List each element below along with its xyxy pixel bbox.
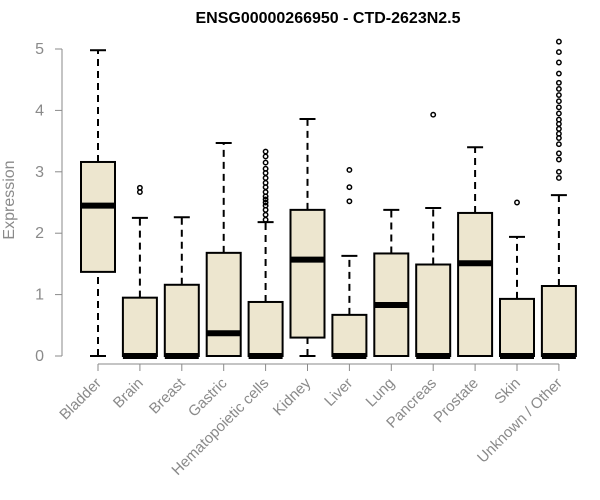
- box-rect: [499, 297, 535, 358]
- outlier-point: [555, 125, 562, 132]
- outlier-point: [555, 156, 562, 163]
- outlier-point: [262, 202, 269, 209]
- y-tick-label: 0: [35, 348, 44, 365]
- outlier-point: [262, 199, 269, 206]
- box-11: [540, 38, 577, 359]
- x-tick-label: Lung: [363, 375, 399, 411]
- outlier-point: [262, 159, 269, 166]
- box-rect: [289, 208, 326, 339]
- x-tick-label: Bladder: [56, 375, 105, 424]
- outlier-point: [555, 141, 562, 148]
- outlier-point: [555, 79, 562, 86]
- box-1: [121, 184, 158, 359]
- box-rect: [121, 296, 158, 358]
- box-8: [415, 111, 452, 359]
- outlier-point: [262, 174, 269, 181]
- box-rect: [205, 251, 242, 358]
- y-axis-label: Expression: [1, 160, 18, 239]
- outlier-point: [555, 38, 562, 45]
- outlier-point: [346, 167, 353, 173]
- box-6: [331, 167, 368, 359]
- outlier-point: [555, 70, 562, 77]
- outlier-point: [514, 199, 520, 206]
- outlier-point: [555, 59, 562, 66]
- x-tick-label: Kidney: [270, 374, 315, 419]
- box-5: [289, 117, 326, 357]
- outlier-point: [262, 153, 269, 160]
- outlier-point: [555, 49, 562, 56]
- outlier-point: [555, 116, 562, 123]
- x-tick-label: Liver: [321, 375, 356, 410]
- y-axis: 0 1 2 3 4 5: [35, 41, 63, 365]
- y-tick-label: 5: [35, 41, 44, 58]
- outlier-point: [430, 111, 437, 118]
- box-rect: [415, 263, 452, 358]
- outlier-point: [555, 110, 562, 117]
- outlier-point: [555, 85, 562, 92]
- box-2: [163, 216, 200, 359]
- box-7: [373, 208, 410, 358]
- box-rect: [331, 313, 368, 357]
- y-tick-label: 4: [35, 102, 44, 119]
- x-tick-label: Breast: [146, 374, 189, 417]
- outlier-point: [555, 174, 562, 181]
- outlier-point: [555, 150, 562, 157]
- box-rect: [80, 160, 116, 273]
- outlier-point: [555, 98, 562, 105]
- box-rect: [163, 283, 200, 357]
- x-tick-label: Skin: [491, 375, 524, 408]
- chart-title: ENSG00000266950 - CTD-2623N2.5: [195, 10, 460, 27]
- box-0: [80, 49, 116, 357]
- box-10: [499, 199, 535, 359]
- outlier-point: [262, 189, 269, 196]
- outlier-point: [262, 216, 269, 223]
- x-tick-label: Brain: [110, 375, 147, 412]
- y-tick-label: 3: [35, 164, 44, 181]
- y-tick-label: 1: [35, 287, 44, 304]
- boxes-group: [80, 38, 577, 359]
- box-rect: [540, 285, 577, 357]
- outlier-point: [262, 148, 269, 155]
- box-4: [247, 148, 284, 359]
- outlier-point: [555, 130, 562, 137]
- outlier-point: [262, 196, 269, 203]
- outlier-point: [136, 184, 143, 191]
- box-9: [457, 146, 494, 357]
- x-tick-label: Prostate: [430, 375, 482, 427]
- outlier-point: [555, 168, 562, 175]
- y-tick-label: 2: [35, 225, 44, 242]
- outlier-point: [262, 165, 269, 172]
- outlier-point: [555, 92, 562, 99]
- box-rect: [247, 300, 284, 357]
- outlier-point: [346, 184, 353, 191]
- box-rect: [457, 211, 494, 357]
- outlier-point: [262, 179, 269, 186]
- outlier-point: [555, 104, 562, 111]
- outlier-point: [346, 198, 353, 205]
- outlier-point: [262, 211, 269, 218]
- box-3: [205, 141, 242, 358]
